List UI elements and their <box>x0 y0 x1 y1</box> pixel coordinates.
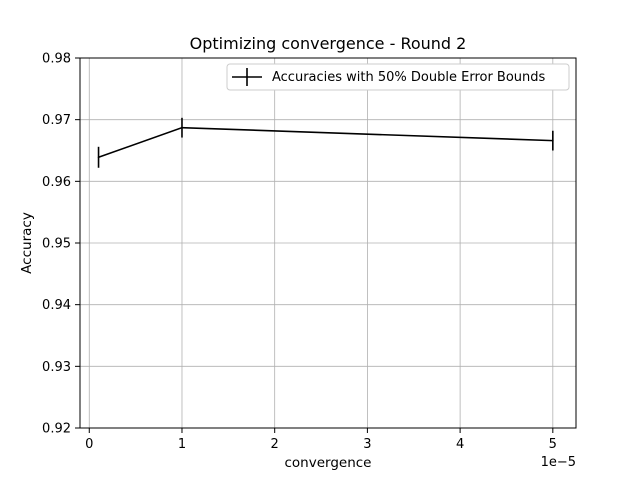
chart-title: Optimizing convergence - Round 2 <box>190 34 467 53</box>
x-axis-label: convergence <box>284 455 371 471</box>
x-axis: 0 1 2 3 4 5 <box>85 428 557 452</box>
x-tick-label: 4 <box>456 437 464 452</box>
legend-label: Accuracies with 50% Double Error Bounds <box>272 70 546 85</box>
legend: Accuracies with 50% Double Error Bounds <box>226 63 570 91</box>
data-point <box>97 156 100 159</box>
x-tick-label: 1 <box>178 437 186 452</box>
y-tick-label: 0.92 <box>42 422 71 437</box>
y-axis: 0.92 0.93 0.94 0.95 0.96 0.97 0.98 <box>42 52 80 437</box>
x-tick-label: 0 <box>85 437 93 452</box>
x-tick-label: 5 <box>549 437 557 452</box>
grid <box>80 57 576 429</box>
x-tick-label: 3 <box>363 437 371 452</box>
data-point <box>181 126 183 129</box>
y-tick-label: 0.95 <box>42 237 71 252</box>
y-axis-label: Accuracy <box>19 212 35 274</box>
y-tick-label: 0.93 <box>42 360 71 375</box>
legend-box <box>226 63 570 91</box>
data-point <box>552 139 554 142</box>
data-series <box>97 117 554 168</box>
x-axis-offset-label: 1e−5 <box>541 455 576 470</box>
y-tick-label: 0.97 <box>42 113 71 128</box>
y-tick-label: 0.96 <box>42 175 71 190</box>
y-tick-label: 0.98 <box>42 52 71 67</box>
x-tick-label: 2 <box>271 437 279 452</box>
y-tick-label: 0.94 <box>42 298 71 313</box>
